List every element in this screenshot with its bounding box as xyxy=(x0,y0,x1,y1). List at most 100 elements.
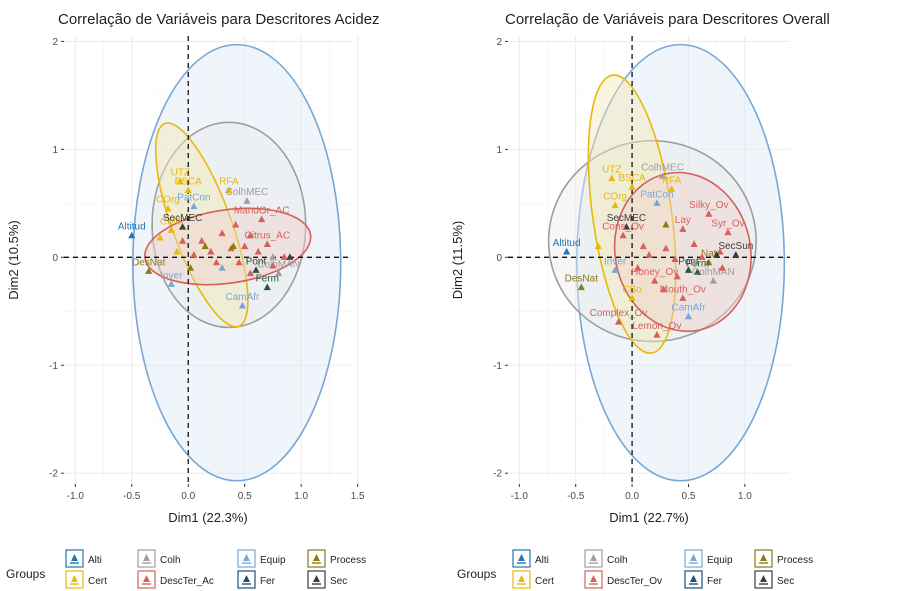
point-label-cmc: CMC xyxy=(160,216,183,227)
left-legend: Groups Alti Colh Equip Process Cert DescTer_Ac… xyxy=(6,549,366,589)
point-cmc xyxy=(167,226,175,233)
point-descter-ac xyxy=(241,242,249,250)
legend-item-sec: Sec xyxy=(307,570,347,589)
point-label-camafr: CamAfr xyxy=(672,303,707,314)
point-descter-ac xyxy=(246,269,254,277)
point-bsca xyxy=(184,186,192,193)
point-rfa xyxy=(667,185,676,192)
point-sec xyxy=(713,251,721,258)
x-tick-label: 1.0 xyxy=(738,491,752,502)
legend-label: Colh xyxy=(160,555,181,566)
point-bsca xyxy=(628,183,636,190)
point-lemon-ov xyxy=(653,331,661,338)
y-tick-label: 2 xyxy=(52,37,58,48)
legend-item-equip: Equip xyxy=(684,549,733,568)
y-tick-label: -2 xyxy=(49,469,58,480)
ellipse-cert xyxy=(587,74,677,355)
legend-triangle-icon xyxy=(518,554,525,561)
point-descter-ov xyxy=(718,264,726,271)
point-secmec xyxy=(178,223,187,230)
point-patcon xyxy=(653,199,661,206)
point-patcon xyxy=(190,202,198,210)
legend-triangle-icon xyxy=(590,554,597,561)
legend-triangle-icon xyxy=(760,554,767,561)
point-pont xyxy=(252,266,260,273)
point-label-desnat: DesNat xyxy=(132,257,166,268)
point-altitud xyxy=(563,247,571,255)
point-label-lay: Lay xyxy=(675,215,691,226)
legend-item-colh: Colh xyxy=(584,549,628,568)
point-colhmec xyxy=(658,172,667,179)
y-tick-label: 0 xyxy=(52,253,58,264)
legend-item-fer: Fer xyxy=(684,570,723,589)
point-label-corg: COrg xyxy=(603,191,627,202)
point-label-patcon: PatCon xyxy=(640,189,673,200)
plot-background xyxy=(64,36,352,484)
point-label-inver: Inver xyxy=(604,256,627,267)
legend-label: Cert xyxy=(88,576,107,587)
point-equip xyxy=(218,264,226,271)
point-desnat xyxy=(577,283,585,291)
y-tick-label: 1 xyxy=(52,145,58,156)
legend-item-equip: Equip xyxy=(237,549,286,568)
legend-item-process: Process xyxy=(307,549,366,568)
right-legend: Groups Alti Colh Equip Process Cert DescTer_Ov… xyxy=(457,549,813,589)
legend-triangle-icon xyxy=(518,575,525,582)
point-inver xyxy=(611,266,619,273)
legend-label: Alti xyxy=(535,555,549,566)
legend-title: Groups xyxy=(6,567,45,581)
point-label-altitud: Altitud xyxy=(553,238,581,249)
point-nat xyxy=(705,258,713,266)
point-descter-ov xyxy=(662,244,670,252)
point-label-patcon: PatCon xyxy=(177,193,210,204)
point-descter-ac xyxy=(218,229,226,237)
x-tick-label: -0.5 xyxy=(567,491,585,502)
point-camafr xyxy=(684,312,693,320)
point-label-mandor-ac: MandOr_AC xyxy=(234,206,290,217)
legend-triangle-icon xyxy=(690,575,697,582)
y-tick-label: 1 xyxy=(496,145,502,156)
legend-item-alti: Alti xyxy=(65,549,102,568)
x-tick-label: 0.5 xyxy=(682,491,696,502)
x-tick-label: 1.0 xyxy=(294,491,308,502)
point-colhman xyxy=(274,269,283,277)
legend-label: Sec xyxy=(777,576,794,587)
legend-triangle-icon xyxy=(143,575,150,582)
legend-label: Cert xyxy=(535,576,554,587)
group-ellipses xyxy=(132,43,342,482)
point-label-lemon-ov: Lemon_Ov xyxy=(632,321,681,332)
legend-label: Fer xyxy=(707,576,723,587)
point-cert xyxy=(173,247,181,255)
point-utz xyxy=(608,174,616,182)
point-descter-ov xyxy=(698,253,706,260)
x-tick-label: -0.5 xyxy=(123,491,141,502)
point-honey-ov xyxy=(651,277,659,284)
point-descter-ov xyxy=(634,264,642,271)
point-label-utz: UTZ xyxy=(171,168,190,179)
point-descter-ac xyxy=(269,261,277,269)
point-secmec xyxy=(622,223,631,230)
point-label-bsca: BSCA xyxy=(618,173,646,184)
point-label-nat: Nat xyxy=(701,249,717,260)
point-label-pont: Pont xyxy=(678,256,699,267)
point-syr-ov xyxy=(724,228,732,236)
point-descter-ov xyxy=(639,242,647,250)
point-label-altitud: Altitud xyxy=(118,222,146,233)
chart-title: Correlação de Variáveis para Descritores… xyxy=(505,11,830,28)
tick-labels: -1.0 -0.5 0.0 0.5 1.0 1.5 -2 -1 0 1 2 xyxy=(49,37,365,502)
point-desnat xyxy=(145,267,153,274)
legend-label: Alti xyxy=(88,555,102,566)
point-sec xyxy=(286,253,294,260)
x-tick-label: -1.0 xyxy=(511,491,529,502)
point-label-cbo: CBo xyxy=(622,284,642,295)
point-descter-ac xyxy=(207,247,215,255)
point-lay xyxy=(679,225,687,232)
point-label-pont: Pont xyxy=(246,256,267,267)
y-tick-label: 0 xyxy=(496,253,502,264)
legend-item-cert: Cert xyxy=(512,570,554,589)
point-descter-ac xyxy=(232,220,240,228)
point-descter-ov xyxy=(690,240,698,247)
point-label-bsca: BSCA xyxy=(175,176,203,187)
y-tick-label: -1 xyxy=(493,361,502,372)
